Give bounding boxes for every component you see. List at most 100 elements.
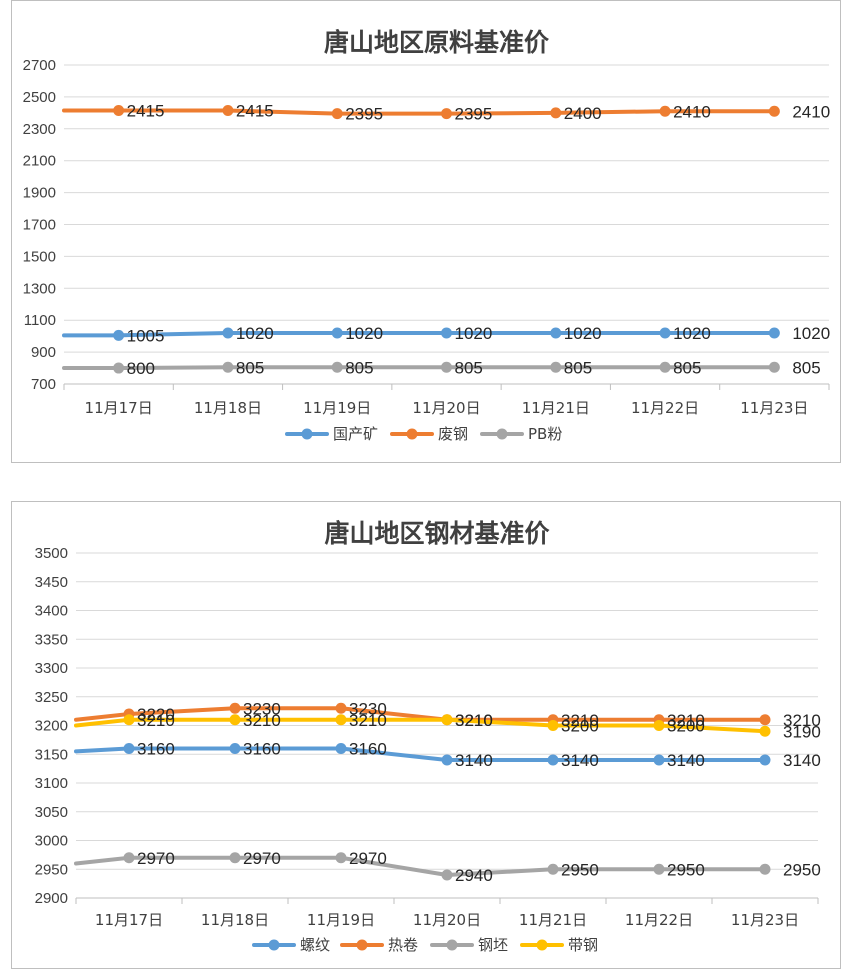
raw-legend-label: PB粉 [528,425,562,443]
raw-y-tick-label: 1900 [23,185,56,202]
steel-series-line-0 [74,746,767,762]
raw-legend-item: 国产矿 [285,425,378,443]
steel-legend-marker [446,939,458,951]
raw-legend-item: 废钢 [390,425,468,443]
steel-data-label: 3210 [349,711,387,730]
steel-chart: 唐山地区钢材基准价 2900 2950 3000 3050 3100 3150 3200 325… [35,519,821,954]
steel-legend-marker [356,939,368,951]
steel-x-tick-label: 11月23日 [731,911,799,929]
raw-data-label: 805 [673,358,701,377]
raw-data-point [113,362,125,374]
raw-y-tick-label: 2700 [23,57,56,74]
raw-data-label: 1020 [792,324,830,343]
raw-y-tick-label: 2100 [23,153,56,170]
steel-y-tick-label: 3150 [35,746,68,763]
steel-data-point [759,863,771,875]
steel-y-tick-label: 3050 [35,804,68,821]
raw-data-point [441,361,452,373]
raw-data-label: 2400 [564,104,602,123]
steel-y-tick-label: 3450 [35,574,68,591]
steel-data-point [759,754,771,766]
steel-data-label: 3140 [455,751,493,770]
raw-data-label: 800 [127,359,155,378]
raw-data-point [331,108,343,120]
steel-y-tick-label: 3400 [35,603,68,620]
steel-data-label: 3210 [667,711,705,730]
raw-material-chart-panel: 唐山地区原料基准价 700 900 1100 1300 1500 1700 1900 2100 2… [11,0,841,463]
raw-data-label: 805 [564,358,592,377]
steel-data-point [335,743,347,754]
raw-data-point [659,105,671,117]
raw-x-tick-label: 11月23日 [740,399,808,417]
raw-data-point [659,361,671,373]
steel-data-point [123,852,135,864]
raw-data-point [222,327,234,339]
steel-y-tick-label: 3250 [35,689,68,706]
steel-data-label: 3210 [243,711,281,730]
steel-y-tick-label: 3300 [35,660,68,677]
steel-data-label: 2940 [455,866,493,885]
steel-data-label: 3220 [137,705,175,724]
steel-legend-label: 热卷 [388,936,418,954]
raw-data-point [222,104,234,116]
raw-x-tick-label: 11月22日 [631,399,699,417]
steel-data-label: 3140 [783,751,821,770]
raw-chart-title: 唐山地区原料基准价 [324,28,550,57]
steel-data-point [441,714,453,726]
raw-data-label: 1020 [236,324,274,343]
raw-y-tick-label: 1700 [23,217,56,234]
steel-chart-panel: 唐山地区钢材基准价 2900 2950 3000 3050 3100 3150 3200 325… [11,501,841,969]
raw-data-label: 805 [345,358,373,377]
steel-data-point [653,754,665,766]
raw-legend-item: PB粉 [480,425,562,443]
raw-data-point [441,327,452,339]
steel-data-label: 3230 [349,699,387,718]
raw-series-line-1 [62,108,777,116]
raw-data-point [441,108,452,120]
raw-data-point [331,361,343,373]
steel-data-point [229,702,241,714]
steel-data-label: 3210 [783,711,821,730]
raw-data-label: 1005 [127,326,165,345]
steel-data-label: 3160 [137,740,175,759]
raw-x-tick-label: 11月21日 [522,399,590,417]
raw-data-point [550,327,562,339]
steel-data-point [547,754,559,766]
raw-data-point [331,327,343,339]
raw-legend-marker [301,428,313,440]
steel-data-point [759,714,771,726]
raw-x-tick-label: 11月17日 [85,399,153,417]
steel-series-line-3 [74,717,767,734]
raw-data-point [550,107,562,119]
steel-data-label: 3160 [349,740,387,759]
steel-x-tick-label: 11月20日 [413,911,481,929]
steel-x-tick-label: 11月17日 [95,911,163,929]
raw-data-label: 1020 [673,324,711,343]
steel-data-label: 3210 [455,711,493,730]
steel-data-label: 3190 [783,722,821,741]
raw-data-label: 805 [792,358,820,377]
steel-y-tick-label: 3200 [35,718,68,735]
raw-data-point [550,361,562,373]
steel-data-point [335,852,347,864]
steel-data-label: 3160 [243,740,281,759]
steel-series-line-2 [74,855,767,877]
raw-legend-marker [496,428,508,440]
steel-legend-item: 热卷 [340,936,418,954]
steel-legend-item: 带钢 [520,936,598,954]
raw-series-line-0 [62,330,777,338]
steel-legend-label: 螺纹 [300,936,330,954]
steel-legend-item: 螺纹 [252,936,330,954]
raw-data-label: 2395 [345,105,383,124]
steel-data-label: 2970 [243,849,281,868]
steel-data-point [653,863,665,875]
raw-y-tick-label: 700 [31,376,56,393]
raw-y-tick-label: 2500 [23,89,56,106]
steel-data-label: 2950 [783,860,821,879]
raw-legend-label: 国产矿 [333,425,378,443]
steel-data-label: 2970 [349,849,387,868]
raw-legend-marker [406,428,418,440]
steel-legend-item: 钢坯 [430,936,508,954]
steel-x-tick-label: 11月22日 [625,911,693,929]
raw-x-tick-label: 11月18日 [194,399,262,417]
